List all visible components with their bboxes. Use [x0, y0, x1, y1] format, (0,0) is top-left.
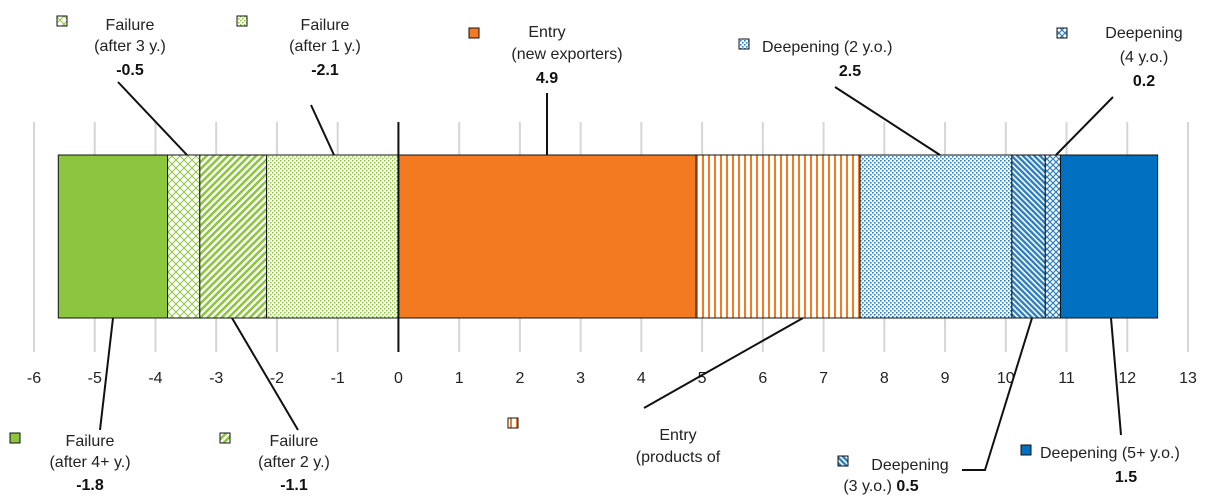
x-tick-label: 4 [637, 370, 646, 387]
x-tick-label: -3 [209, 370, 223, 387]
annotation-label: (after 1 y.) [289, 38, 361, 55]
x-tick-label: -6 [27, 370, 41, 387]
segment-annotation: Failure (after 3 y.) -0.5 [56, 15, 188, 156]
annotation-value: 2.5 [839, 63, 861, 80]
annotation-label: Entry [659, 427, 696, 444]
bar-segment-8 [1044, 154, 1061, 319]
leader-line [1055, 96, 1114, 156]
leader-line [643, 317, 804, 409]
bar-segment-2 [199, 154, 268, 319]
segment-annotation: Deepening (4 y.o.) 0.2 [1055, 25, 1183, 156]
bar-segment-4 [397, 154, 697, 319]
annotation-label: Failure [270, 433, 319, 450]
annotation-value: 4.9 [536, 70, 558, 87]
segment-annotations: Failure (after 4+ y.) -1.8 Failure (after 3 … [9, 15, 1183, 495]
annotation-value: -1.8 [76, 477, 104, 494]
annotation-value: -1.1 [280, 477, 308, 494]
x-tick-label: -2 [270, 370, 284, 387]
x-tick-label: 0 [394, 370, 403, 387]
segment-annotation: Entry (products of [507, 317, 804, 466]
bar-segment-1 [167, 154, 201, 319]
bar-segment-5 [695, 154, 861, 319]
x-tick-label: 2 [515, 370, 524, 387]
legend-swatch [468, 27, 480, 39]
annotation-label: Deepening (2 y.o.) [762, 39, 892, 56]
legend-swatch [9, 432, 21, 444]
legend-swatch [507, 417, 519, 429]
bar-segment-3 [266, 154, 399, 319]
annotation-label: (after 3 y.) [94, 38, 166, 55]
leader-line [834, 86, 941, 156]
annotation-value: -0.5 [116, 62, 144, 79]
legend-swatch [837, 455, 849, 467]
annotation-label: Deepening [1105, 25, 1182, 42]
legend-swatch [1020, 444, 1032, 456]
annotation-label: Failure [106, 17, 155, 34]
legend-swatch [1056, 27, 1068, 39]
x-tick-label: 13 [1179, 370, 1197, 387]
segment-annotation: Failure (after 4+ y.) -1.8 [9, 317, 131, 494]
leader-line [962, 317, 1033, 471]
legend-swatch [236, 15, 248, 27]
x-tick-label: 10 [997, 370, 1015, 387]
annotation-label: Failure [66, 433, 115, 450]
x-tick-label: 7 [819, 370, 828, 387]
leader-line [310, 104, 335, 156]
leader-line [231, 317, 299, 431]
x-tick-label: 8 [880, 370, 889, 387]
x-tick-label: -4 [148, 370, 162, 387]
segment-annotation: Deepening (3 y.o.) 0.5 [837, 317, 1033, 495]
x-tick-label: 3 [576, 370, 585, 387]
annotation-label: Entry [528, 24, 565, 41]
x-tick-label: 1 [455, 370, 464, 387]
segment-annotation: Entry (new exporters) 4.9 [468, 24, 623, 155]
segment-annotation: Failure (after 2 y.) -1.1 [219, 317, 330, 494]
annotation-label: (3 y.o.) 0.5 [843, 478, 918, 495]
x-tick-label: -5 [88, 370, 102, 387]
annotation-label: (after 2 y.) [258, 454, 330, 471]
x-tick-label: 11 [1058, 370, 1075, 387]
leader-line [1110, 317, 1122, 436]
bar-segments [57, 154, 1159, 319]
bar-segment-9 [1059, 154, 1159, 319]
annotation-label: (new exporters) [511, 46, 622, 63]
annotation-value: 0.2 [1133, 73, 1155, 90]
segment-annotation: Deepening (5+ y.o.) 1.5 [1020, 317, 1180, 486]
segment-annotation: Deepening (2 y.o.) 2.5 [738, 38, 941, 156]
x-tick-label: 12 [1118, 370, 1136, 387]
segment-annotation: Failure (after 1 y.) -2.1 [236, 15, 361, 156]
annotation-label: (products of [636, 449, 721, 466]
annotation-label: Failure [301, 17, 350, 34]
leader-line [117, 81, 188, 156]
x-tick-label: 9 [941, 370, 950, 387]
annotation-label: Deepening [871, 457, 948, 474]
legend-swatch [56, 15, 68, 27]
annotation-value: -2.1 [311, 62, 339, 79]
bar-segment-7 [1011, 154, 1046, 319]
annotation-label: (after 4+ y.) [49, 454, 130, 471]
x-axis-ticks: -6 -5 -4 -3 -2 -1 0 1 2 3 4 5 6 7 8 9 10 11 12 13 [27, 370, 1197, 387]
leader-line [99, 317, 114, 431]
legend-swatch [219, 432, 231, 444]
annotation-value: 1.5 [1115, 469, 1137, 486]
bar-segment-0 [57, 154, 169, 319]
bar-segment-6 [859, 154, 1013, 319]
x-tick-label: -1 [331, 370, 345, 387]
x-tick-label: 5 [698, 370, 707, 387]
x-tick-label: 6 [758, 370, 767, 387]
legend-swatch [738, 38, 750, 50]
annotation-label: (4 y.o.) [1120, 49, 1169, 66]
annotation-value: 0.5 [892, 478, 919, 495]
annotation-label: Deepening (5+ y.o.) [1040, 445, 1180, 462]
